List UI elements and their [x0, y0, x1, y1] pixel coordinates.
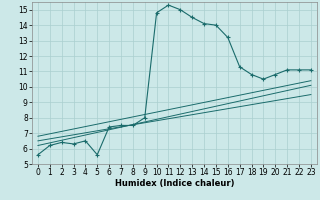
X-axis label: Humidex (Indice chaleur): Humidex (Indice chaleur): [115, 179, 234, 188]
